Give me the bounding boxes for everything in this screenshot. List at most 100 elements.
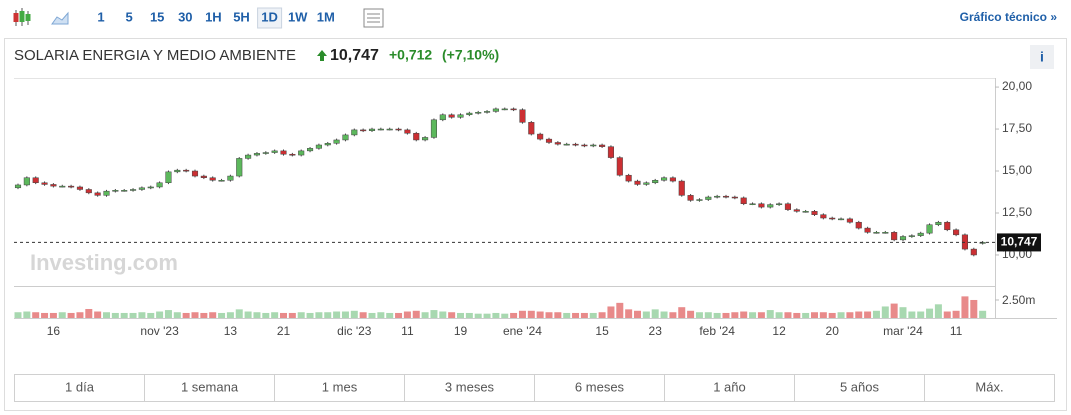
candle-body	[687, 195, 694, 201]
volume-bar	[642, 311, 650, 318]
range-label[interactable]: 1 semana	[181, 379, 239, 394]
range-button[interactable]	[664, 374, 795, 402]
candle-body	[838, 218, 845, 221]
candle-body	[138, 187, 145, 190]
candle-body	[846, 218, 853, 223]
volume-bar	[757, 312, 765, 318]
x-tick-label: nov '23	[140, 324, 179, 338]
range-label[interactable]: 5 años	[840, 379, 880, 394]
volume-bar	[483, 313, 491, 318]
volume-bar	[837, 312, 845, 318]
watermark: Investing.com	[30, 250, 178, 275]
volume-bar	[492, 312, 500, 318]
volume-bar	[58, 312, 66, 318]
candle-body	[174, 169, 181, 173]
volume-bar	[244, 311, 252, 318]
x-tick-label: 21	[277, 324, 291, 338]
y-tick-label: 17,50	[1002, 121, 1032, 135]
candle-body	[917, 232, 924, 236]
candle-icon[interactable]	[13, 8, 31, 26]
volume-bar	[359, 312, 367, 318]
volume-bar	[872, 310, 880, 318]
interval-button[interactable]: 5	[125, 9, 132, 24]
x-tick-label: mar '24	[883, 324, 923, 338]
info-button[interactable]	[1030, 45, 1054, 69]
x-tick-label: ene '24	[503, 324, 542, 338]
volume-bar	[200, 312, 208, 318]
volume-bar	[306, 312, 314, 318]
interval-button[interactable]: 1M	[317, 9, 335, 24]
interval-button[interactable]: 1	[97, 9, 104, 24]
candle-body	[696, 199, 703, 201]
candle-body	[14, 184, 22, 189]
interval-button[interactable]: 5H	[233, 9, 250, 24]
info-label[interactable]: i	[1040, 49, 1044, 65]
x-tick-label: 20	[826, 324, 840, 338]
candle-body	[475, 112, 482, 114]
volume-bar	[660, 311, 668, 318]
range-button[interactable]	[794, 374, 925, 402]
range-button[interactable]	[404, 374, 535, 402]
volume-bar	[572, 312, 580, 318]
volume-bar	[510, 312, 518, 318]
range-label[interactable]: 1 día	[65, 379, 95, 394]
candle-body	[68, 185, 75, 188]
volume-bar	[94, 311, 102, 318]
area-icon[interactable]	[51, 11, 69, 25]
x-tick-label: 12	[772, 324, 786, 338]
volume-bar	[890, 303, 898, 318]
volume-bar	[501, 313, 509, 318]
volume-bar	[775, 312, 783, 318]
candle-body	[545, 138, 553, 143]
interval-button[interactable]: 1H	[205, 9, 222, 24]
interval-button[interactable]: 1D	[261, 9, 278, 24]
interval-button[interactable]: 1W	[288, 9, 308, 24]
volume-bar	[917, 311, 925, 318]
volume-bar	[855, 311, 863, 318]
technical-chart-link[interactable]: Gráfico técnico »	[960, 10, 1058, 24]
candle-body	[625, 174, 632, 182]
candle-body	[607, 146, 615, 158]
candle-body	[430, 119, 437, 138]
candle-body	[873, 232, 880, 234]
y-tick-label: 15,00	[1002, 163, 1032, 177]
y-tick-label: 20,00	[1002, 79, 1032, 93]
range-button[interactable]	[14, 374, 145, 402]
volume-bar	[784, 312, 792, 318]
candle-body	[855, 221, 862, 229]
x-tick-label: dic '23	[337, 324, 372, 338]
candle-body	[280, 150, 287, 155]
volume-bar	[226, 312, 234, 318]
volume-bar	[333, 311, 341, 318]
volume-bar	[846, 312, 854, 318]
range-label[interactable]: 3 meses	[445, 379, 495, 394]
candle-body	[41, 182, 48, 185]
range-label[interactable]: Máx.	[975, 379, 1003, 394]
candle-body	[368, 128, 376, 131]
interval-button[interactable]: 30	[178, 9, 192, 24]
volume-bar	[315, 312, 323, 318]
volume-bar	[881, 306, 889, 318]
candle-body	[590, 144, 597, 147]
candle-body	[758, 203, 765, 208]
volume-bar	[802, 312, 810, 318]
range-button[interactable]	[924, 374, 1055, 402]
price: 10,747	[330, 47, 379, 64]
range-label[interactable]: 1 año	[713, 379, 746, 394]
range-button[interactable]	[144, 374, 275, 402]
candle-body	[970, 248, 977, 256]
candle-body	[899, 236, 907, 241]
candle-body	[492, 108, 499, 112]
x-tick-label: 16	[47, 324, 61, 338]
candle-body	[678, 180, 685, 196]
range-label[interactable]: 1 mes	[322, 379, 358, 394]
candle-body	[537, 133, 544, 140]
range-label[interactable]: 6 meses	[575, 379, 625, 394]
instrument-name: SOLARIA ENERGIA Y MEDIO AMBIENTE	[14, 47, 296, 64]
volume-bar	[598, 312, 606, 318]
volume-bar	[156, 311, 164, 318]
volume-bar	[961, 296, 969, 318]
volume-bar	[943, 311, 951, 318]
volume-bar	[926, 308, 934, 318]
interval-button[interactable]: 15	[150, 9, 164, 24]
